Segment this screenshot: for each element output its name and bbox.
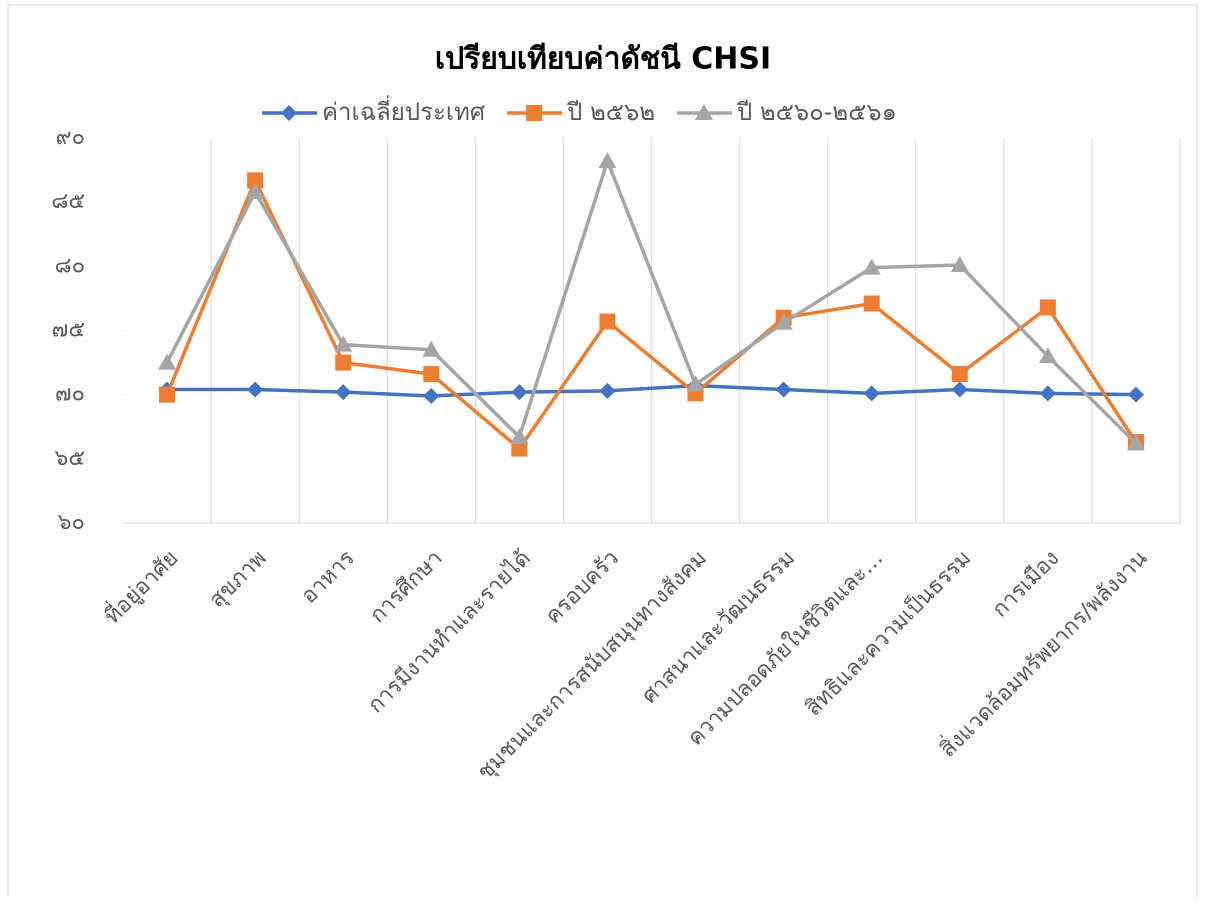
data-point <box>1126 434 1145 451</box>
data-point <box>863 295 880 312</box>
y-tick-label: ๖๐ <box>58 510 85 535</box>
y-tick-label: ๘๕ <box>51 189 85 214</box>
data-point <box>158 353 177 370</box>
data-point <box>599 313 616 330</box>
data-point <box>1039 299 1056 316</box>
data-point <box>511 384 528 401</box>
data-point <box>334 335 353 352</box>
data-point <box>335 354 352 371</box>
data-point <box>1127 386 1144 403</box>
data-point <box>423 366 440 383</box>
data-point <box>1039 385 1056 402</box>
data-point <box>247 172 264 189</box>
legend-label: ปี ๒๕๖๐-๒๕๖๑ <box>736 98 897 126</box>
legend-label: ปี ๒๕๖๒ <box>566 98 655 126</box>
data-point <box>862 258 881 275</box>
data-point <box>774 313 793 330</box>
y-tick-label: ๗๕ <box>52 318 85 343</box>
chart-title: เปรียบเทียบค่าดัชนี CHSI <box>435 42 771 77</box>
data-point <box>863 385 880 402</box>
chart-frame <box>7 4 1198 901</box>
data-point <box>281 105 297 121</box>
data-point <box>695 104 714 120</box>
data-point <box>775 381 792 398</box>
data-point <box>951 381 968 398</box>
data-point <box>159 386 176 403</box>
data-point <box>598 152 617 169</box>
data-point <box>510 428 529 445</box>
data-point <box>526 105 543 121</box>
data-point <box>950 256 969 273</box>
y-tick-label: ๖๕ <box>54 446 85 471</box>
data-point <box>686 375 705 392</box>
y-tick-label: ๘๐ <box>55 253 85 278</box>
data-point <box>423 387 440 404</box>
y-tick-label: ๙๐ <box>55 125 85 150</box>
series-line <box>167 383 1136 398</box>
data-point <box>422 340 441 357</box>
series-line <box>165 178 1138 451</box>
data-point <box>246 182 265 199</box>
y-tick-label: ๗๐ <box>55 382 85 407</box>
legend-label: ค่าเฉลี่ยประเทศ <box>322 95 485 126</box>
series-line <box>165 159 1138 445</box>
data-point <box>511 440 528 457</box>
data-point <box>1038 347 1057 364</box>
data-point <box>335 384 352 401</box>
data-point <box>247 381 264 398</box>
data-point <box>599 382 616 399</box>
data-point <box>951 366 968 383</box>
